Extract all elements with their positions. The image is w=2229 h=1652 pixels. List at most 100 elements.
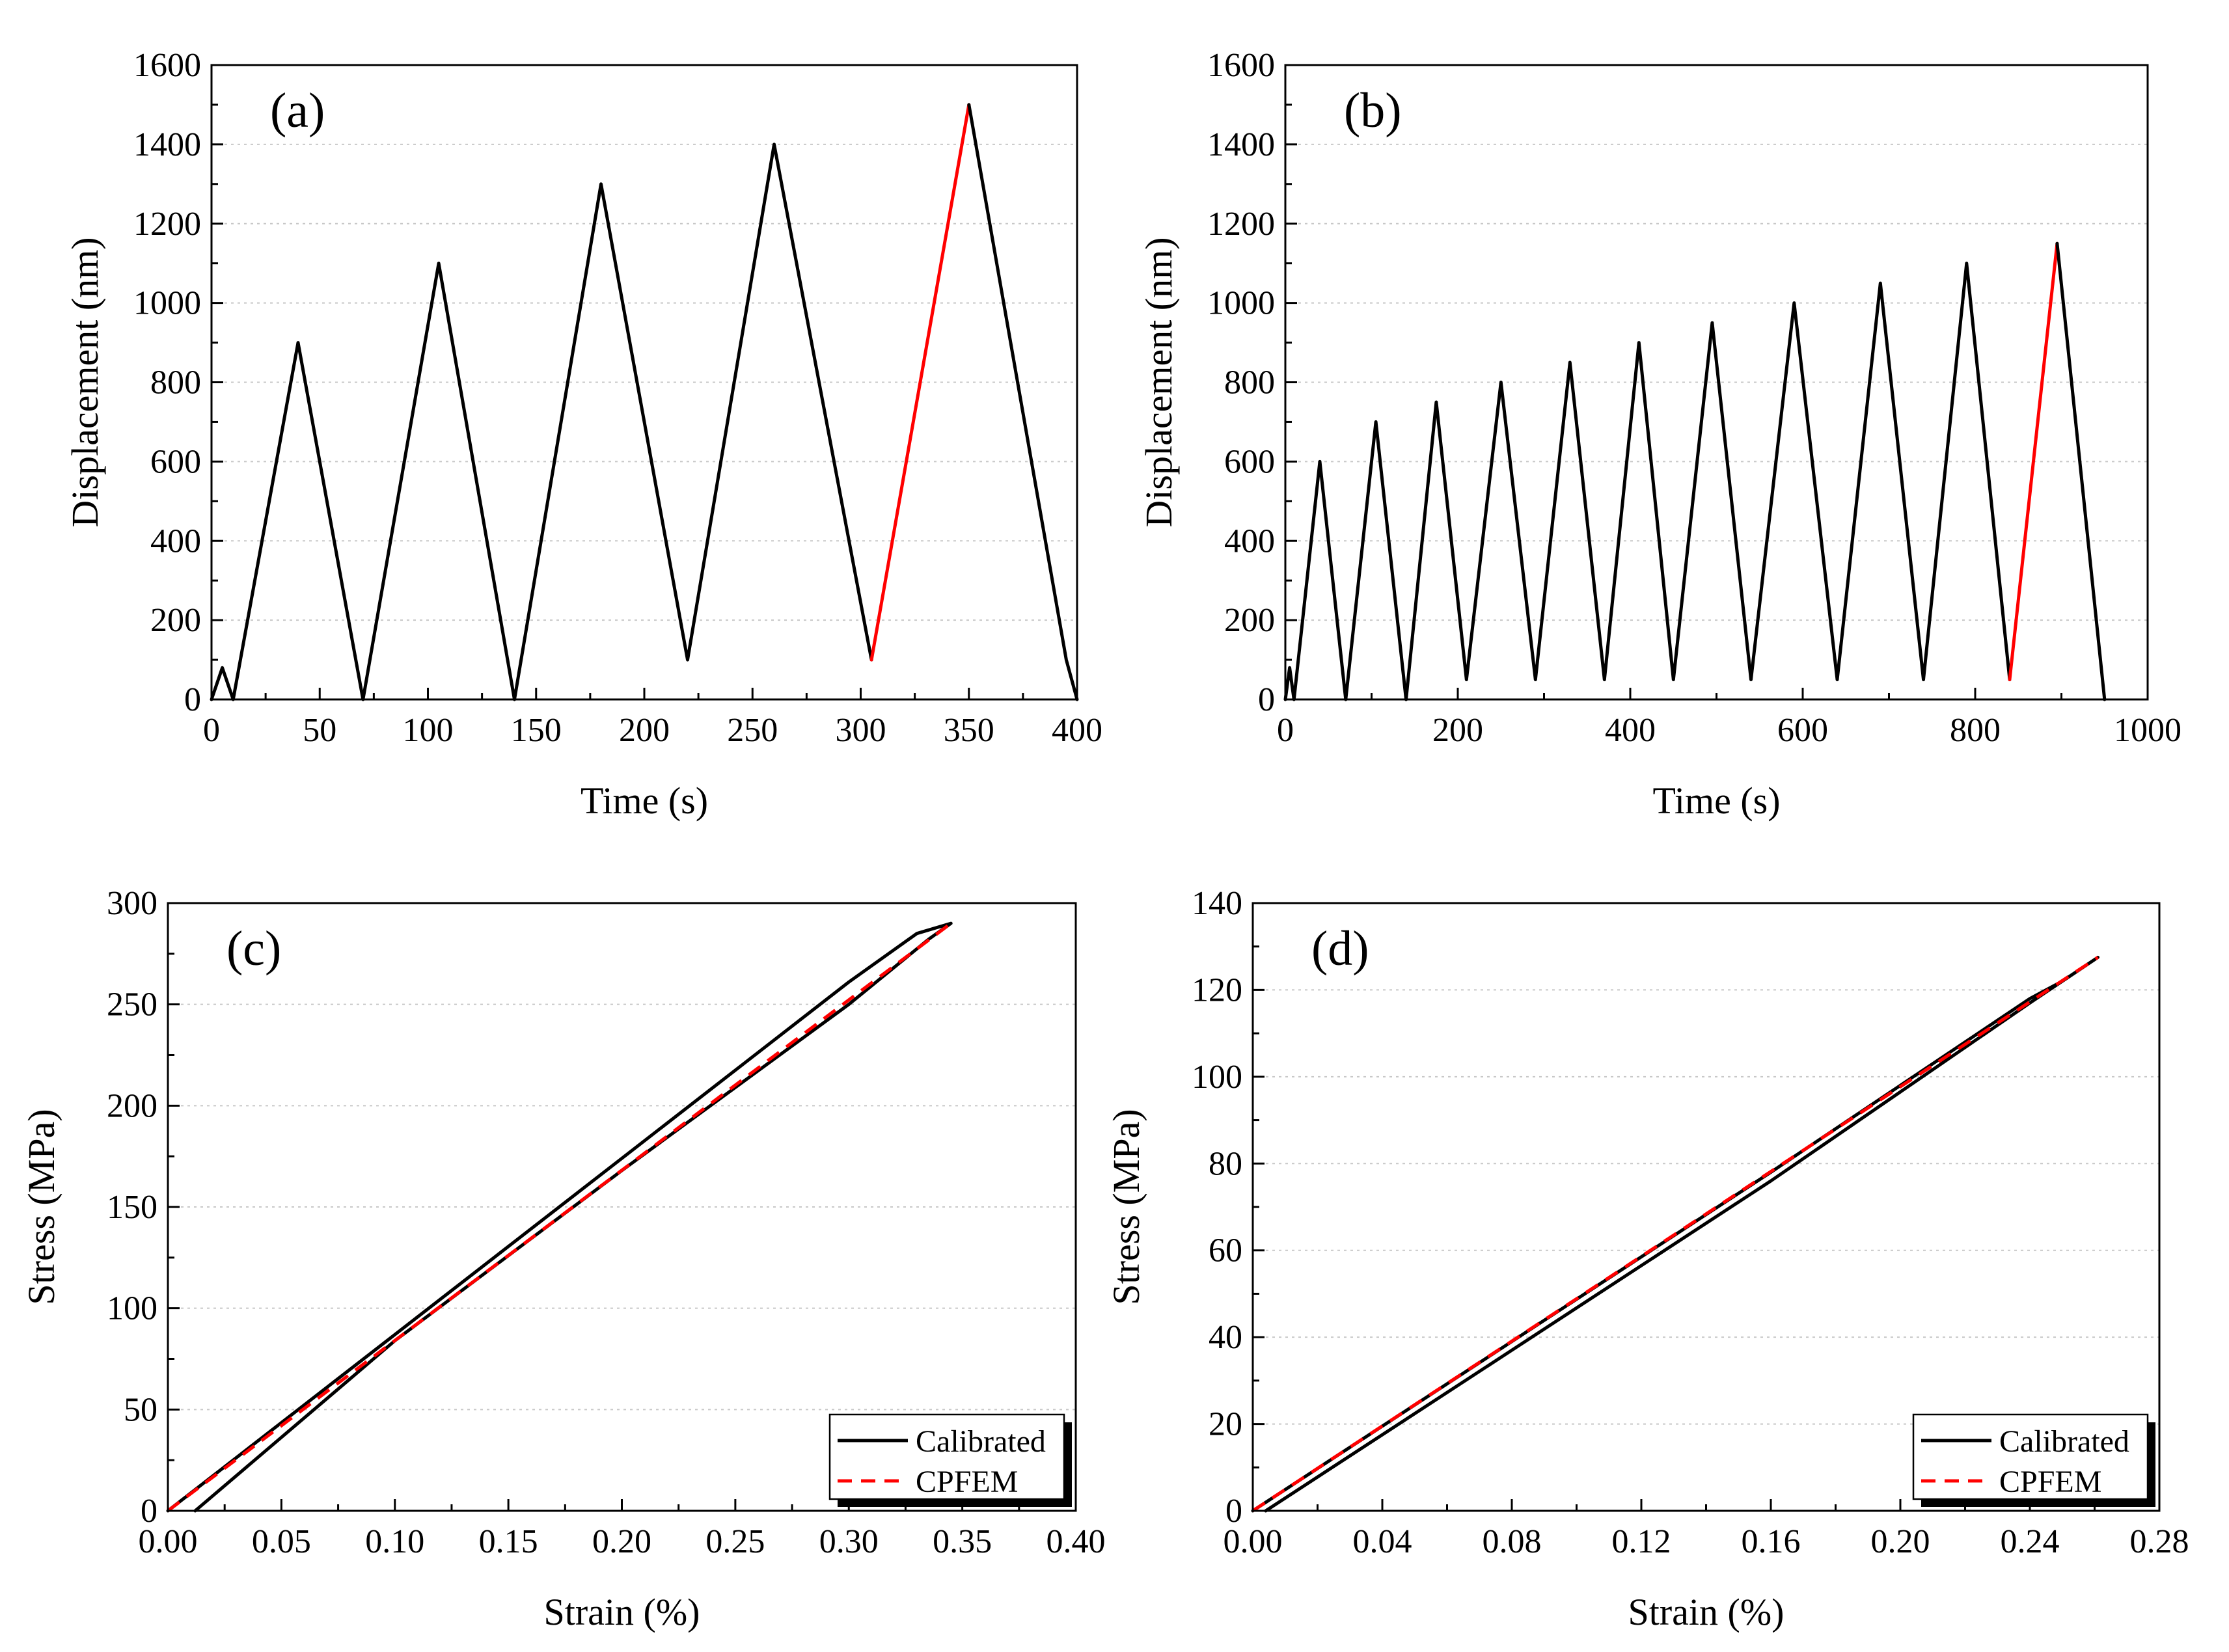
- x-tick-label: 0.20: [1871, 1523, 1930, 1560]
- x-tick-label: 150: [511, 712, 562, 749]
- panel-label: (c): [226, 921, 281, 976]
- y-tick-label: 1600: [133, 47, 201, 84]
- y-tick-label: 1200: [1207, 206, 1275, 243]
- y-tick-label: 800: [1224, 364, 1275, 401]
- y-tick-label: 800: [150, 364, 201, 401]
- x-tick-label: 0: [203, 712, 220, 749]
- plot-frame: [1284, 64, 2149, 701]
- panel-label: (a): [270, 83, 325, 138]
- x-tick-label: 0.04: [1353, 1523, 1412, 1560]
- x-tick-label: 200: [1432, 712, 1483, 749]
- y-tick-label: 0: [184, 681, 201, 718]
- x-tick-label: 0.35: [933, 1523, 992, 1560]
- x-tick-label: 0.12: [1612, 1523, 1671, 1560]
- x-tick-label: 0.40: [1046, 1523, 1106, 1560]
- y-tick-label: 200: [1224, 602, 1275, 639]
- y-axis-label: Stress (MPa): [1105, 1109, 1147, 1305]
- y-tick-label: 20: [1209, 1406, 1242, 1443]
- x-tick-label: 200: [619, 712, 670, 749]
- y-tick-label: 60: [1209, 1232, 1242, 1269]
- legend-label: Calibrated: [916, 1424, 1046, 1459]
- panel-label: (d): [1311, 921, 1369, 976]
- series-line-red: [869, 103, 971, 662]
- x-tick-label: 800: [1950, 712, 2001, 749]
- y-tick-label: 400: [1224, 522, 1275, 560]
- legend-label: CPFEM: [1999, 1465, 2101, 1499]
- plot-frame: [167, 902, 1077, 1512]
- legend-box: [828, 1413, 1065, 1500]
- y-tick-label: 150: [107, 1189, 157, 1226]
- x-tick-label: 0.00: [1224, 1523, 1283, 1560]
- x-tick-label: 0.08: [1483, 1523, 1542, 1560]
- x-tick-label: 50: [303, 712, 336, 749]
- panel-c: 0 50 100 150 200 250 300 0.00 0.05 0.10 0.15 0.20 0.…: [20, 885, 1106, 1633]
- x-tick-label: 400: [1605, 712, 1656, 749]
- plot-frame: [1251, 902, 2161, 1512]
- y-tick-label: 1600: [1207, 47, 1275, 84]
- y-tick-label: 1000: [133, 285, 201, 322]
- y-tick-label: 300: [107, 885, 157, 922]
- y-tick-label: 600: [150, 443, 201, 480]
- x-tick-label: 0.28: [2130, 1523, 2189, 1560]
- x-tick-label: 0: [1277, 712, 1294, 749]
- x-tick-label: 0.10: [365, 1523, 424, 1560]
- y-tick-label: 0: [1258, 681, 1275, 718]
- panel-a: 0 200 400 600 800 1000 1200 1400 1600 0 50 100 150 20…: [64, 47, 1102, 822]
- x-tick-label: 0.00: [139, 1523, 198, 1560]
- x-tick-label: 600: [1777, 712, 1828, 749]
- y-tick-label: 400: [150, 522, 201, 560]
- x-tick-label: 100: [403, 712, 454, 749]
- y-tick-label: 1200: [133, 206, 201, 243]
- y-axis-label: Displacement (nm): [1138, 237, 1180, 527]
- y-axis-label: Displacement (nm): [64, 237, 106, 527]
- series-line-red: [2008, 241, 2059, 681]
- y-tick-label: 0: [1225, 1493, 1242, 1530]
- y-tick-label: 0: [141, 1493, 157, 1530]
- legend-box: [1912, 1413, 2149, 1500]
- y-tick-label: 1400: [1207, 126, 1275, 163]
- x-tick-label: 0.25: [705, 1523, 765, 1560]
- x-tick-label: 400: [1052, 712, 1102, 749]
- series-line-black: [2055, 241, 2107, 701]
- x-tick-label: 0.20: [592, 1523, 651, 1560]
- legend-label: Calibrated: [1999, 1424, 2129, 1459]
- series-line-black: [1283, 262, 2012, 701]
- y-tick-label: 80: [1209, 1145, 1242, 1182]
- legend-label: CPFEM: [916, 1465, 1018, 1499]
- y-tick-label: 120: [1192, 971, 1242, 1009]
- y-tick-label: 600: [1224, 443, 1275, 480]
- legend: Calibrated CPFEM: [828, 1413, 1072, 1507]
- y-tick-label: 40: [1209, 1319, 1242, 1356]
- y-tick-label: 140: [1192, 885, 1242, 922]
- series-line-cpfem: [1251, 956, 2099, 1513]
- x-axis-label: Strain (%): [1628, 1591, 1785, 1633]
- x-tick-label: 0.24: [2001, 1523, 2060, 1560]
- y-tick-label: 100: [107, 1290, 157, 1327]
- x-tick-label: 0.15: [479, 1523, 538, 1560]
- legend: Calibrated CPFEM: [1912, 1413, 2155, 1507]
- x-tick-label: 250: [727, 712, 778, 749]
- x-tick-label: 350: [944, 712, 994, 749]
- x-tick-label: 0.30: [819, 1523, 879, 1560]
- x-tick-label: 0.16: [1742, 1523, 1801, 1560]
- y-axis-label: Stress (MPa): [20, 1109, 62, 1305]
- x-axis-label: Strain (%): [544, 1591, 700, 1633]
- y-tick-label: 200: [107, 1087, 157, 1124]
- panel-b: 0 200 400 600 800 1000 1200 1400 1600 0 200 400 600 8…: [1138, 47, 2181, 822]
- y-tick-label: 1000: [1207, 285, 1275, 322]
- x-tick-label: 300: [836, 712, 886, 749]
- y-tick-label: 50: [124, 1391, 157, 1428]
- plot-frame: [210, 64, 1078, 701]
- x-tick-label: 1000: [2114, 712, 2181, 749]
- panel-label: (b): [1344, 83, 1402, 138]
- y-tick-label: 100: [1192, 1059, 1242, 1096]
- x-tick-label: 0.05: [252, 1523, 311, 1560]
- y-tick-label: 200: [150, 602, 201, 639]
- panel-d: 0 20 40 60 80 100 120 140 0.00 0.04 0.08 0.12 0.16 0.…: [1105, 885, 2189, 1633]
- series-line-black: [210, 142, 873, 701]
- x-axis-label: Time (s): [581, 779, 708, 822]
- series-line-black: [967, 103, 1079, 701]
- x-axis-label: Time (s): [1652, 779, 1780, 822]
- y-tick-label: 250: [107, 986, 157, 1023]
